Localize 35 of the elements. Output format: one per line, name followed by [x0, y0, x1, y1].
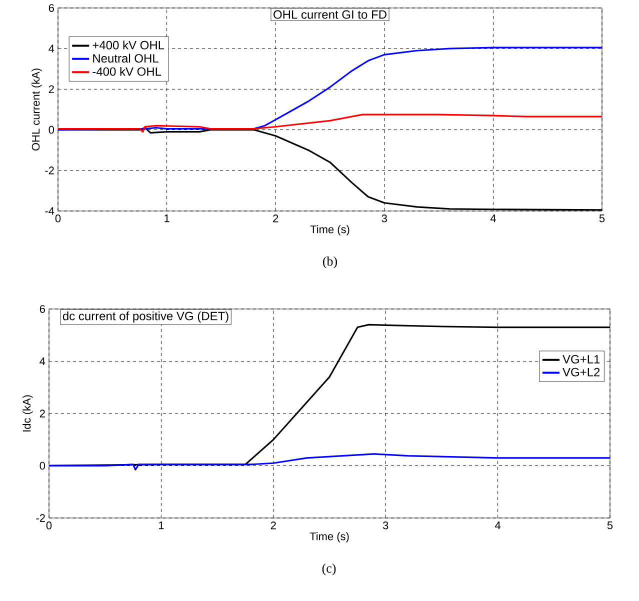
x-tick-label: 3: [382, 522, 388, 530]
y-axis-title: Idc (kA): [22, 395, 33, 432]
y-tick-label: -2: [45, 166, 54, 174]
y-tick-label: 2: [40, 410, 45, 418]
x-axis-title: Time (s): [310, 225, 350, 236]
x-tick-label: 4: [490, 214, 496, 222]
y-tick-label: -2: [36, 514, 45, 522]
y-tick-label: 4: [48, 44, 54, 52]
x-axis-title: Time (s): [310, 532, 349, 542]
y-tick-label: 0: [48, 126, 54, 134]
legend-label: VG+L2: [562, 368, 600, 376]
x-tick-label: 3: [382, 214, 387, 222]
chart-title: OHL current GI to FD: [274, 10, 386, 19]
x-tick-label: 2: [270, 522, 276, 530]
y-tick-label: 6: [48, 4, 54, 12]
legend-label: VG+L1: [562, 354, 600, 364]
legend-label: -400 kV OHL: [92, 67, 162, 76]
x-tick-label: 0: [55, 214, 61, 222]
y-tick-label: 4: [40, 357, 46, 366]
x-tick-label: 2: [273, 214, 278, 222]
y-tick-label: -4: [45, 207, 54, 215]
chart-title: dc current of positive VG (DET): [62, 311, 228, 323]
x-tick-label: 5: [607, 522, 613, 530]
y-tick-label: 2: [48, 85, 54, 94]
y-tick-label: 0: [40, 462, 46, 470]
y-axis-title: OHL current (kA): [32, 68, 42, 151]
x-tick-label: 1: [164, 214, 170, 222]
text: (b): [322, 256, 338, 268]
legend-label: Neutral OHL: [93, 54, 158, 63]
x-tick-label: 5: [599, 214, 605, 222]
y-tick-label: 6: [40, 305, 45, 313]
legend-label: +400 kV OHL: [92, 40, 164, 50]
text: (c): [322, 564, 336, 576]
x-tick-label: 4: [494, 522, 501, 530]
x-tick-label: 1: [158, 522, 164, 530]
